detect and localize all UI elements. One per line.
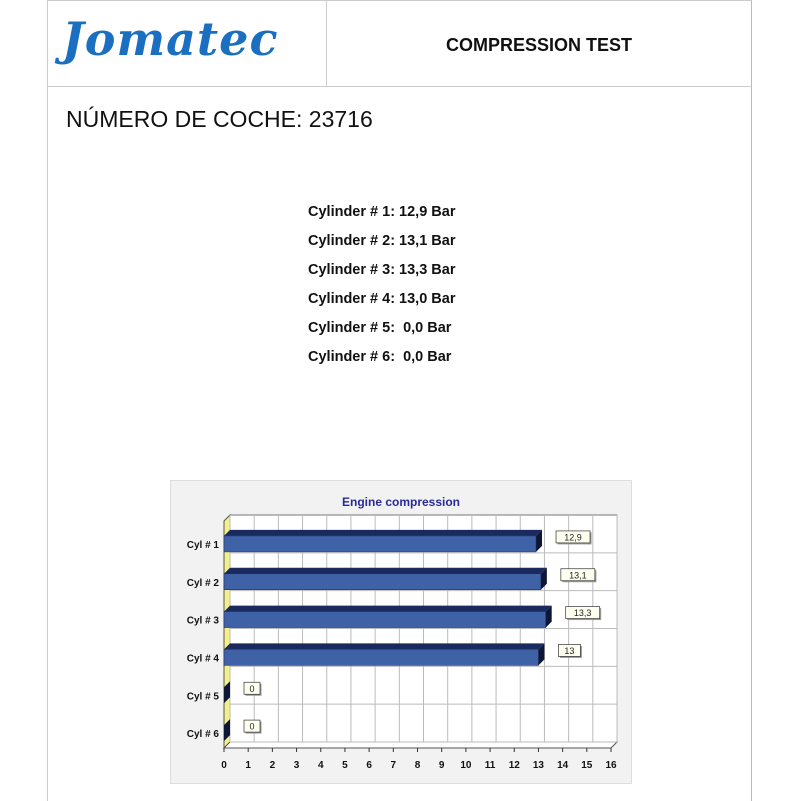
y-tick-label: Cyl # 6 <box>187 729 220 740</box>
report-title: COMPRESSION TEST <box>445 35 633 55</box>
data-label: 0 <box>249 722 254 732</box>
page-frame <box>47 0 752 801</box>
y-tick-label: Cyl # 1 <box>187 540 220 551</box>
x-tick-label: 9 <box>439 760 445 771</box>
x-tick-label: 5 <box>342 760 348 771</box>
x-tick-label: 2 <box>270 760 276 771</box>
x-tick-label: 12 <box>509 760 521 771</box>
data-label: 13,3 <box>574 608 592 618</box>
x-tick-label: 1 <box>245 760 251 771</box>
x-tick-label: 0 <box>221 760 227 771</box>
x-tick-label: 13 <box>533 760 545 771</box>
floor <box>222 741 619 749</box>
data-label-box <box>243 681 261 695</box>
x-tick-label: 14 <box>557 760 569 771</box>
x-tick-label: 3 <box>294 760 300 771</box>
reading-3: Cylinder # 3: 13,3 Bar <box>308 262 456 278</box>
reading-1: Cylinder # 1: 12,9 Bar <box>308 204 456 220</box>
bar <box>224 719 230 742</box>
bar-top <box>224 567 547 574</box>
bar <box>224 681 230 704</box>
header-divider <box>47 86 751 87</box>
cylinder-readings: Cylinder # 1: 12,9 Bar Cylinder # 2: 13,… <box>308 204 456 378</box>
header-column-divider <box>326 0 327 86</box>
car-number: NÚMERO DE COCHE: 23716 <box>66 106 373 132</box>
x-tick-label: 15 <box>581 760 593 771</box>
x-tick-label: 4 <box>318 760 324 771</box>
bar-side <box>545 605 552 628</box>
chart-title: Engine compression <box>342 495 460 509</box>
data-label-box <box>243 719 261 733</box>
x-tick-label: 11 <box>485 760 496 771</box>
bar-top <box>224 643 545 650</box>
y-tick-label: Cyl # 3 <box>187 616 220 627</box>
x-tick-label: 8 <box>415 760 421 771</box>
data-label-box <box>565 606 601 619</box>
data-label: 12,9 <box>564 532 582 542</box>
bar-side <box>540 567 547 590</box>
bar-top <box>224 529 543 536</box>
data-label: 0 <box>249 684 254 694</box>
y-tick-label: Cyl # 4 <box>187 653 220 664</box>
data-label-box <box>558 644 581 657</box>
data-label-box <box>555 530 591 544</box>
data-label-box <box>560 568 596 582</box>
bar <box>223 649 539 666</box>
reading-6: Cylinder # 6: 0,0 Bar <box>308 349 452 365</box>
bar <box>223 611 546 628</box>
engine-compression-chart: Engine compression 0 1 2 3 4 5 6 7 8 9 10 11 12 13 14 15… <box>170 480 632 784</box>
bar-top <box>224 605 552 612</box>
x-tick-label: 6 <box>366 760 372 771</box>
x-tick-label: 10 <box>460 760 472 771</box>
reading-2: Cylinder # 2: 13,1 Bar <box>308 233 456 249</box>
bar-side <box>536 529 543 552</box>
bar-side <box>538 643 545 666</box>
reading-5: Cylinder # 5: 0,0 Bar <box>308 320 452 336</box>
x-tick-label: 7 <box>391 760 397 771</box>
reading-4: Cylinder # 4: 13,0 Bar <box>308 291 456 307</box>
bar <box>223 573 542 590</box>
data-label: 13 <box>564 646 574 656</box>
x-tick-label: 16 <box>605 760 617 771</box>
bar <box>223 535 537 553</box>
y-tick-label: Cyl # 2 <box>187 578 220 589</box>
y-tick-label: Cyl # 5 <box>187 691 220 702</box>
jomatec-logo: Jomatec <box>62 12 279 66</box>
data-label: 13,1 <box>569 570 587 580</box>
